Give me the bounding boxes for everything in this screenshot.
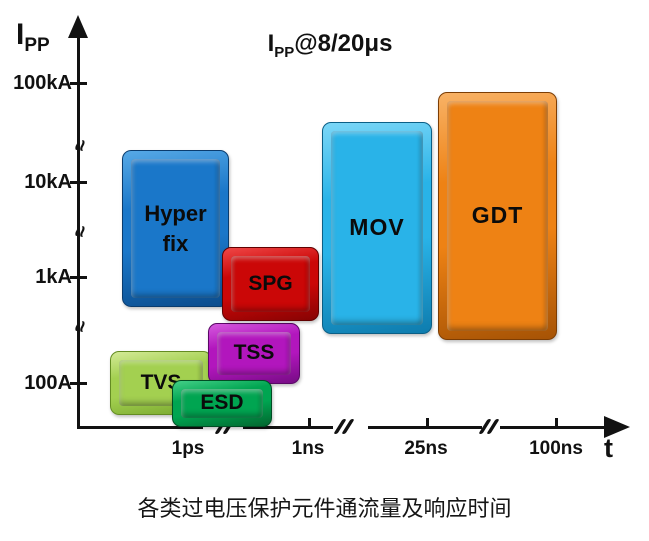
block-gdt-label: GDT xyxy=(471,202,524,229)
block-face: ESD xyxy=(181,389,263,418)
chart-caption: 各类过电压保护元件通流量及响应时间 xyxy=(137,497,512,522)
y-tick-label: 1kA xyxy=(35,266,72,288)
block-mov: MOV xyxy=(322,122,432,334)
x-tick-1ns xyxy=(308,418,311,428)
block-spg: SPG xyxy=(222,247,319,321)
x-axis-segment xyxy=(368,426,482,429)
y-tick-1kA xyxy=(70,276,87,279)
x-axis-break-icon xyxy=(478,419,499,434)
block-tss: TSS xyxy=(208,323,300,384)
x-axis-break-icon xyxy=(333,419,354,434)
x-axis-segment xyxy=(77,426,203,429)
block-face: SPG xyxy=(231,256,310,312)
x-tick-label: 100ns xyxy=(529,438,583,459)
block-mov-label: MOV xyxy=(349,214,405,241)
y-tick-label: 100kA xyxy=(13,72,72,94)
block-hyperfix-label: Hyper fix xyxy=(144,200,207,256)
y-axis-break-icon: ≈ xyxy=(67,137,92,153)
y-axis-break-icon: ≈ xyxy=(67,223,92,239)
y-axis-line xyxy=(77,34,80,428)
x-tick-label: 25ns xyxy=(404,438,448,459)
x-tick-label: 1ps xyxy=(171,438,205,459)
x-axis-segment xyxy=(500,426,606,429)
block-face: Hyper fix xyxy=(131,159,220,298)
x-axis-segment xyxy=(243,426,333,429)
block-face: MOV xyxy=(331,131,423,325)
x-tick-100ns xyxy=(555,418,558,428)
block-tss-label: TSS xyxy=(233,341,275,365)
x-axis-arrow-icon xyxy=(604,416,630,438)
y-axis-title: IPP xyxy=(16,18,50,56)
block-hyperfix: Hyper fix xyxy=(122,150,229,307)
x-tick-25ns xyxy=(426,418,429,428)
y-tick-100A xyxy=(70,382,87,385)
block-gdt: GDT xyxy=(438,92,557,340)
block-tvs-label: TVS xyxy=(140,370,182,394)
block-face: TSS xyxy=(217,332,291,375)
y-axis-arrow-icon xyxy=(68,15,88,38)
y-axis-break-icon: ≈ xyxy=(67,318,92,334)
y-tick-10kA xyxy=(70,181,87,184)
block-face: GDT xyxy=(447,101,548,331)
block-esd-label: ESD xyxy=(200,391,244,415)
block-spg-label: SPG xyxy=(248,271,293,295)
y-tick-100kA xyxy=(70,82,87,85)
x-axis-title: t xyxy=(604,433,613,463)
y-tick-label: 10kA xyxy=(24,171,72,193)
chart-title: IPP@8/20μs xyxy=(267,30,393,61)
y-tick-label: 100A xyxy=(24,372,72,394)
x-tick-label: 1ns xyxy=(291,438,325,459)
block-esd: ESD xyxy=(172,380,272,427)
